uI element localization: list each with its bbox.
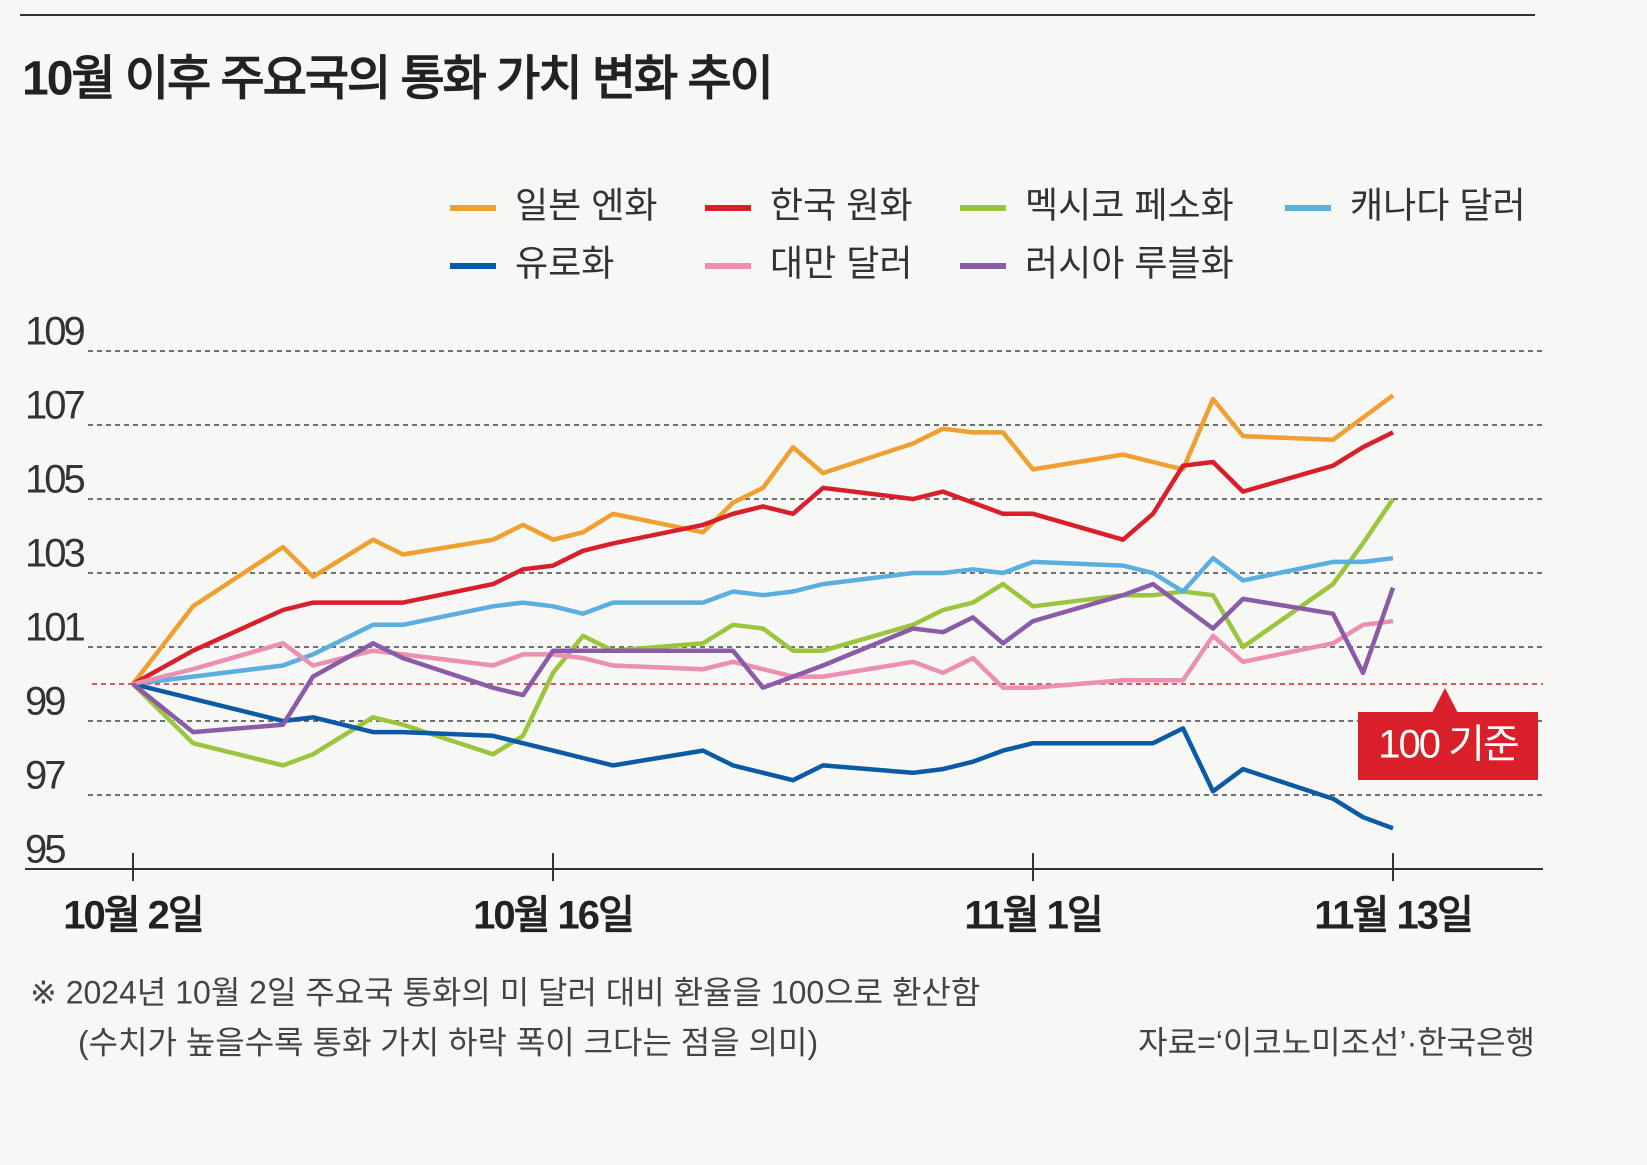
source: 자료=‘이코노미조선’·한국은행 (1138, 1024, 1535, 1060)
legend-label: 캐나다 달러 (1350, 185, 1526, 226)
annotation-label: 100 기준 (1378, 723, 1518, 767)
y-tick-label: 109 (25, 310, 84, 354)
y-tick-label: 99 (25, 680, 65, 724)
series-line (131, 581, 1396, 735)
annotation-box (1358, 712, 1538, 780)
x-tick-label: 11월 13일 (1314, 894, 1472, 938)
annotation-pointer (1432, 688, 1458, 713)
note: ※ 2024년 10월 2일 주요국 통화의 미 달러 대비 환율을 100으로… (30, 974, 980, 1010)
y-tick-label: 105 (25, 458, 84, 502)
legend-label: 일본 엔화 (515, 185, 657, 226)
y-tick-label: 97 (25, 754, 65, 798)
y-tick-label: 101 (25, 606, 84, 650)
legend-label: 대만 달러 (770, 243, 912, 284)
legend-label: 러시아 루블화 (1025, 243, 1234, 284)
note: (수치가 높을수록 통화 가치 하락 폭이 크다는 점을 의미) (78, 1024, 818, 1060)
legend-label: 멕시코 페소화 (1025, 185, 1234, 226)
y-tick-label: 95 (25, 828, 65, 872)
y-tick-label: 107 (25, 384, 84, 428)
series-line (131, 393, 1395, 686)
y-tick-label: 103 (25, 532, 84, 576)
legend-label: 한국 원화 (770, 185, 912, 226)
chart-title: 10월 이후 주요국의 통화 가치 변화 추이 (22, 53, 772, 106)
series-line (132, 555, 1394, 687)
series-line (132, 681, 1394, 831)
series-line (131, 430, 1394, 686)
x-tick-label: 11월 1일 (964, 894, 1101, 938)
legend-label: 유로화 (515, 243, 614, 284)
x-tick-label: 10월 16일 (473, 894, 633, 938)
x-tick-label: 10월 2일 (63, 894, 202, 938)
series-line (131, 497, 1395, 768)
